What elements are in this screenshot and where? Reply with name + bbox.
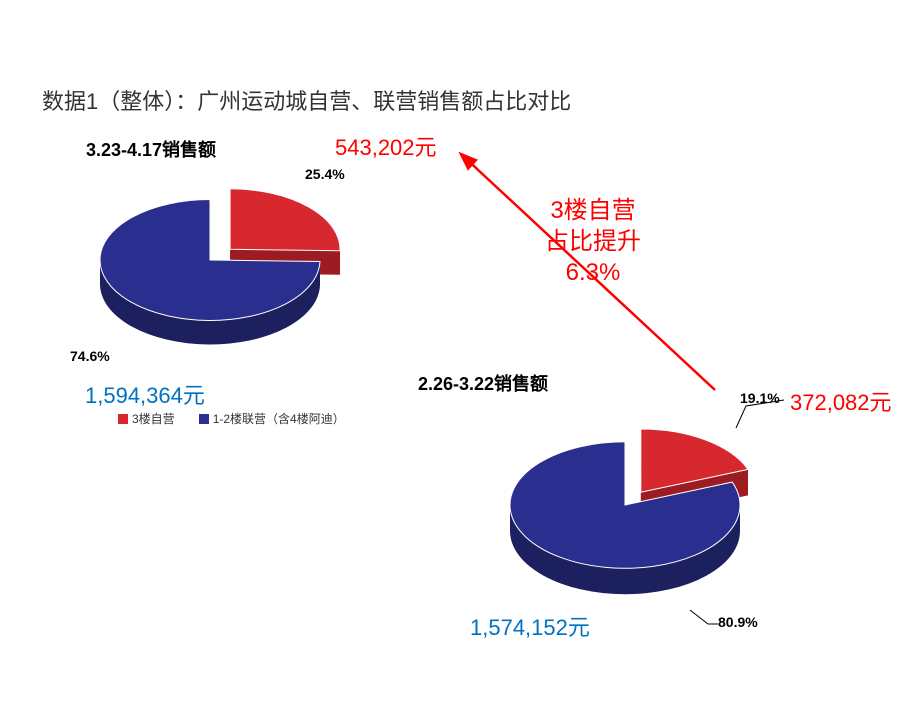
chart2-value-blue: 1,574,152元 bbox=[470, 610, 590, 642]
chart2-pct-blue: 80.9% bbox=[718, 614, 758, 630]
chart2-value-red: 372,082元 bbox=[790, 385, 892, 417]
callout-line-3: 6.3% bbox=[545, 257, 641, 288]
chart1-pct-red: 25.4% bbox=[305, 166, 345, 182]
legend-swatch-blue bbox=[199, 414, 209, 424]
chart1-pct-blue: 74.6% bbox=[70, 348, 110, 364]
callout-line-2: 占比提升 bbox=[545, 226, 641, 257]
legend-swatch-red bbox=[118, 414, 128, 424]
chart1-value-blue: 1,594,364元 bbox=[85, 378, 205, 410]
legend-item-red: 3楼自营 bbox=[118, 410, 175, 427]
callout-line-1: 3楼自营 bbox=[545, 195, 641, 226]
callout-text: 3楼自营 占比提升 6.3% bbox=[545, 195, 641, 289]
chart-legend: 3楼自营 1-2楼联营（含4楼阿迪） bbox=[118, 410, 345, 427]
chart2-pct-red: 19.1% bbox=[740, 390, 780, 406]
legend-label-red: 3楼自营 bbox=[132, 410, 175, 427]
chart1-value-red: 543,202元 bbox=[335, 130, 437, 162]
legend-item-blue: 1-2楼联营（含4楼阿迪） bbox=[199, 410, 345, 427]
legend-label-blue: 1-2楼联营（含4楼阿迪） bbox=[213, 410, 345, 427]
